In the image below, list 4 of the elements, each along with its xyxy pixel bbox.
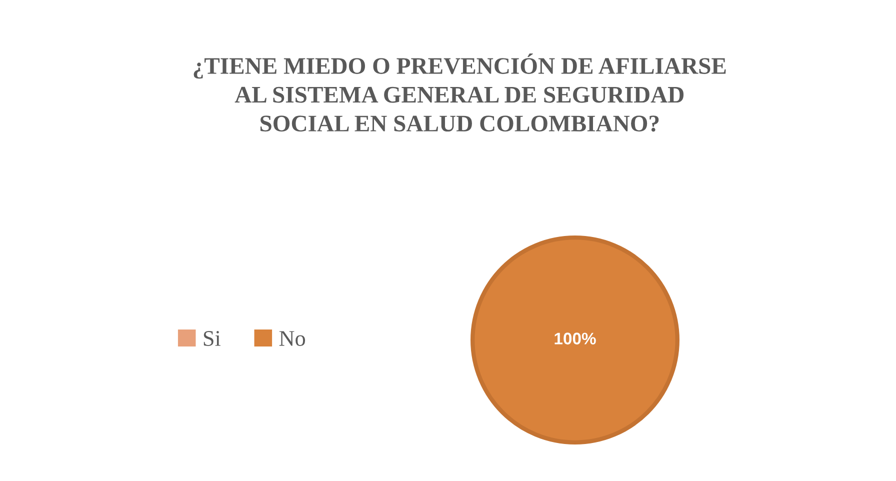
- legend-label: No: [279, 331, 306, 346]
- data-label: 100%: [554, 332, 596, 344]
- legend-label: Si: [204, 331, 221, 346]
- chart-title: ¿TIENE MIEDO O PREVENCIÓN DE AFILIARSE AL SISTEMA GENERAL DE SEGURIDAD SOCIAL EN SALUD COLOMBIANO?: [194, 54, 726, 132]
